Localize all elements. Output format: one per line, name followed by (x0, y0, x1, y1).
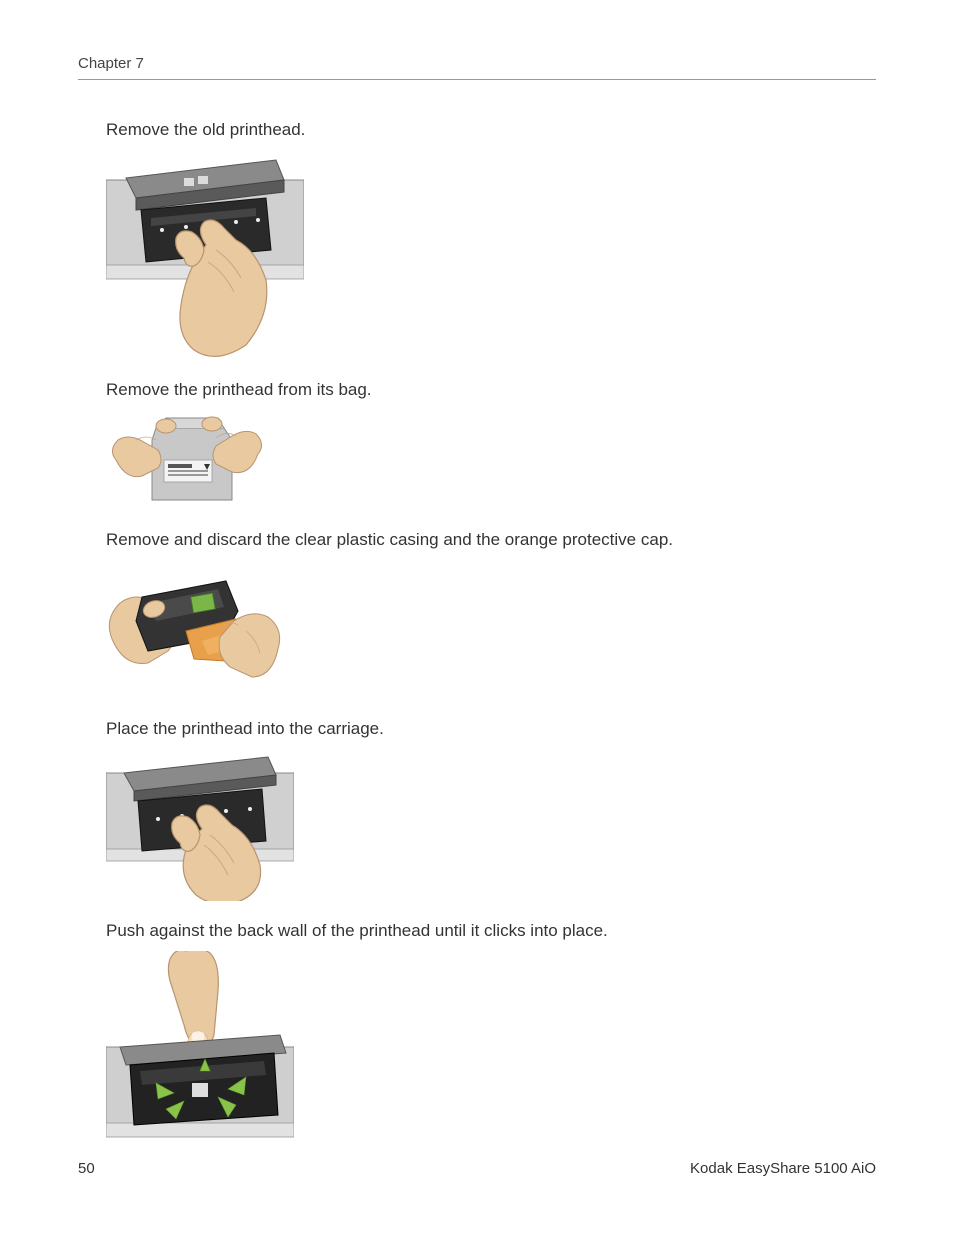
step-2-text: Remove the printhead from its bag. (106, 378, 876, 402)
page-number: 50 (78, 1160, 95, 1177)
illustration-place-into-carriage (106, 749, 876, 901)
step-4-text: Place the printhead into the carriage. (106, 717, 876, 741)
step-3-text: Remove and discard the clear plastic cas… (106, 528, 876, 552)
illustration-push-click (106, 951, 876, 1151)
illustration-remove-old-printhead (106, 150, 876, 360)
illustration-remove-casing (106, 559, 876, 699)
page-header: Chapter 7 (78, 55, 876, 80)
step-5-text: Push against the back wall of the printh… (106, 919, 876, 943)
illustration-remove-from-bag (106, 410, 876, 510)
page-footer: 50 Kodak EasyShare 5100 AiO (78, 1160, 876, 1177)
chapter-label: Chapter 7 (78, 55, 144, 72)
step-1-text: Remove the old printhead. (106, 118, 876, 142)
page-content: Remove the old printhead. (78, 118, 876, 1151)
product-name: Kodak EasyShare 5100 AiO (690, 1160, 876, 1177)
